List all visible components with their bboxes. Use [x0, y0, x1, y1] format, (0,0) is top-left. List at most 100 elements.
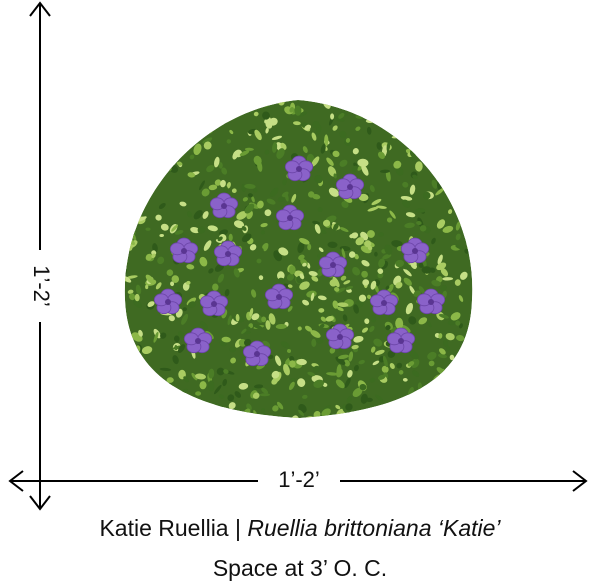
leaf — [412, 370, 420, 377]
leaf — [149, 134, 161, 143]
leaf — [353, 335, 364, 343]
leaf — [471, 140, 473, 150]
leaf — [124, 396, 130, 404]
leaf — [384, 244, 393, 255]
leaf — [427, 320, 432, 328]
leaf — [158, 167, 164, 175]
leaf — [467, 191, 473, 202]
leaf — [471, 395, 473, 404]
leaf — [337, 354, 349, 360]
leaf — [248, 323, 254, 329]
leaf — [124, 174, 126, 180]
leaf — [137, 112, 150, 120]
leaf — [125, 415, 136, 418]
leaf — [302, 299, 310, 306]
leaf — [444, 372, 452, 382]
leaf — [385, 324, 391, 331]
leaf — [307, 371, 316, 377]
leaf — [298, 409, 305, 417]
leaf — [403, 277, 412, 286]
leaf — [145, 227, 151, 231]
leaf — [195, 373, 206, 380]
leaf — [416, 220, 422, 226]
leaf — [258, 275, 264, 280]
leaf — [285, 93, 291, 97]
leaf — [358, 359, 365, 365]
leaf — [132, 177, 141, 185]
leaf — [412, 122, 424, 129]
leaf — [339, 159, 348, 167]
leaf — [431, 143, 437, 148]
leaf — [443, 416, 451, 418]
leaf — [299, 281, 310, 290]
leaf — [435, 417, 448, 431]
leaf — [361, 164, 369, 176]
leaf — [345, 403, 353, 411]
leaf — [152, 243, 158, 253]
spacing-note: Space at 3’ O. C. — [213, 555, 387, 581]
leaf — [409, 184, 416, 195]
leaf — [437, 254, 443, 265]
leaf — [458, 295, 464, 302]
leaf — [340, 275, 347, 281]
leaf — [124, 366, 125, 375]
leaf — [352, 387, 363, 398]
leaf — [296, 358, 307, 366]
leaf — [209, 416, 217, 418]
leaf — [293, 121, 301, 126]
leaf — [168, 315, 175, 322]
leaf — [223, 369, 229, 374]
leaf — [402, 377, 408, 382]
leaf — [217, 273, 225, 283]
leaf — [282, 178, 287, 186]
leaf — [455, 369, 465, 380]
leaf — [241, 328, 247, 334]
width-label: 1’-2’ — [278, 467, 320, 492]
leaf — [177, 344, 186, 353]
leaf — [129, 293, 136, 301]
leaf — [141, 177, 154, 186]
leaf — [361, 92, 373, 101]
leaf — [307, 243, 312, 251]
leaf — [469, 326, 473, 334]
leaf — [219, 229, 229, 236]
leaf — [294, 105, 302, 116]
leaf — [241, 233, 252, 243]
leaf — [376, 142, 382, 150]
leaf — [467, 181, 473, 188]
leaf — [449, 125, 454, 131]
leaf — [254, 384, 264, 389]
leaf — [444, 109, 450, 117]
leaf — [320, 316, 327, 322]
leaf — [387, 420, 397, 430]
leaf — [425, 113, 431, 119]
leaf — [289, 360, 296, 368]
leaf — [116, 253, 125, 262]
leaf — [208, 268, 214, 274]
leaf — [313, 365, 320, 373]
leaf — [220, 179, 226, 188]
leaf — [461, 166, 470, 176]
flower — [318, 251, 348, 278]
leaf — [159, 367, 172, 371]
leaf — [415, 208, 426, 213]
leaf — [226, 139, 232, 144]
leaf — [244, 183, 256, 189]
leaf — [231, 420, 241, 428]
leaf — [367, 206, 379, 212]
leaf — [408, 117, 414, 123]
leaf — [262, 111, 270, 120]
leaf — [194, 100, 199, 104]
leaf — [186, 100, 195, 107]
leaf — [463, 104, 470, 111]
flower-center — [195, 338, 201, 344]
leaf — [202, 406, 210, 418]
flower — [242, 340, 272, 367]
leaf — [411, 135, 420, 142]
leaf — [455, 244, 464, 250]
leaf — [182, 307, 187, 312]
leaf — [445, 332, 455, 341]
leaf — [244, 203, 255, 214]
leaf — [146, 100, 155, 106]
